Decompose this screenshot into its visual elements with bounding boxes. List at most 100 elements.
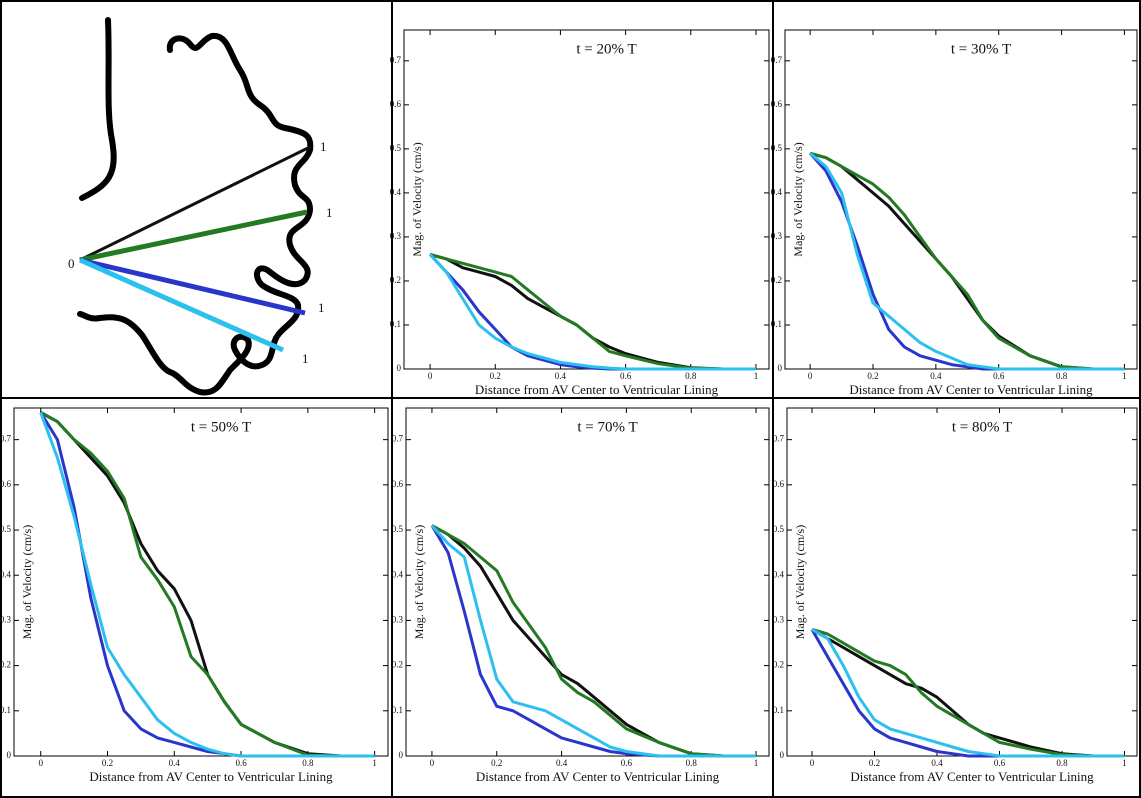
plot-frame: [405, 407, 770, 757]
y-axis-label: Mag. of Velocity (cm/s): [793, 525, 807, 639]
series-line: [808, 152, 1125, 371]
y-tick-label: 0.5: [771, 143, 783, 153]
y-axis-label: Mag. of Velocity (cm/s): [410, 142, 424, 256]
x-tick-label: 0.8: [686, 758, 698, 768]
plot-frame: [403, 29, 770, 370]
plot-frame: [784, 29, 1138, 370]
y-tick-label: 0.5: [390, 143, 402, 153]
x-tick-label: 0.8: [685, 371, 697, 381]
y-tick-label: 0.4: [773, 569, 785, 579]
series-line: [428, 253, 756, 371]
probe-line: [79, 209, 308, 263]
x-tick-label: 0.6: [994, 758, 1006, 768]
y-tick-label: 0.2: [773, 660, 784, 670]
series-line: [810, 628, 1125, 758]
vessel-wall: [79, 17, 117, 201]
x-axis-label: Distance from AV Center to Ventricular L…: [476, 769, 720, 784]
y-axis-label: Mag. of Velocity (cm/s): [412, 525, 426, 639]
x-axis-label: Distance from AV Center to Ventricular L…: [849, 382, 1093, 397]
x-tick-label: 1: [1122, 758, 1127, 768]
y-tick-label: 0.3: [771, 231, 783, 241]
series-line: [809, 151, 1125, 371]
x-tick-label: 0.6: [993, 371, 1005, 381]
y-tick-label: 0.2: [390, 275, 401, 285]
diagram-label: 1: [326, 205, 333, 220]
series-line: [430, 524, 756, 758]
y-tick-label: 0.4: [392, 569, 404, 579]
x-axis-label: Distance from AV Center to Ventricular L…: [475, 382, 719, 397]
y-tick-label: 0.1: [390, 319, 401, 329]
y-tick-label: 0.6: [773, 479, 785, 489]
x-tick-label: 0: [38, 758, 43, 768]
x-axis-label: Distance from AV Center to Ventricular L…: [89, 769, 333, 784]
x-tick-label: 0.4: [930, 371, 942, 381]
y-tick-label: 0.7: [0, 434, 12, 444]
probe-line: [78, 257, 285, 353]
chart-title: t = 20% T: [576, 41, 636, 57]
chart-title: t = 80% T: [952, 419, 1012, 435]
y-tick-label: 0: [397, 363, 402, 373]
y-tick-label: 0.3: [0, 614, 12, 624]
chart-title: t = 50% T: [191, 419, 251, 435]
y-tick-label: 0.1: [773, 705, 784, 715]
x-tick-label: 0.4: [555, 371, 567, 381]
x-tick-label: 0.8: [1056, 758, 1068, 768]
x-tick-label: 0.6: [620, 371, 632, 381]
series-line: [809, 151, 1125, 371]
y-tick-label: 0.4: [771, 187, 783, 197]
x-tick-label: 0.4: [556, 758, 568, 768]
x-tick-label: 1: [1122, 371, 1127, 381]
y-tick-label: 0: [399, 750, 404, 760]
series-line: [429, 253, 756, 371]
x-tick-label: 1: [372, 758, 377, 768]
diagram-label: 1: [302, 351, 309, 366]
y-tick-label: 0.4: [0, 569, 12, 579]
y-tick-label: 0.1: [771, 319, 782, 329]
y-tick-label: 0.4: [390, 187, 402, 197]
x-tick-label: 0.2: [491, 758, 502, 768]
y-tick-label: 0.7: [771, 55, 783, 65]
y-tick-label: 0.2: [392, 660, 403, 670]
y-tick-label: 0.3: [392, 614, 404, 624]
x-tick-label: 0.2: [102, 758, 113, 768]
chart-title: t = 70% T: [577, 419, 637, 435]
y-tick-label: 0.2: [0, 660, 11, 670]
diagram-label: 0: [68, 256, 75, 271]
y-axis-label: Mag. of Velocity (cm/s): [791, 142, 805, 256]
y-axis-label: Mag. of Velocity (cm/s): [20, 525, 34, 639]
probe-line: [79, 257, 306, 316]
ventricle-wall: [77, 32, 314, 396]
diagram-label: 1: [320, 139, 327, 154]
y-tick-label: 0: [778, 363, 783, 373]
plot-frame: [13, 407, 389, 757]
x-tick-label: 1: [754, 371, 759, 381]
x-tick-label: 0.6: [235, 758, 247, 768]
y-tick-label: 0.6: [390, 99, 402, 109]
y-tick-label: 0.7: [390, 55, 402, 65]
series-line: [811, 628, 1125, 758]
y-tick-label: 0.5: [392, 524, 404, 534]
y-tick-label: 0: [7, 750, 12, 760]
x-tick-label: 0.4: [169, 758, 181, 768]
y-tick-label: 0.7: [392, 434, 404, 444]
y-tick-label: 0.6: [0, 479, 12, 489]
probe-line: [79, 145, 311, 262]
chart-title: t = 30% T: [951, 41, 1011, 57]
y-tick-label: 0.7: [773, 434, 785, 444]
x-tick-label: 0.2: [869, 758, 880, 768]
y-tick-label: 0.5: [0, 524, 12, 534]
plot-frame: [786, 407, 1138, 757]
x-tick-label: 0.6: [621, 758, 633, 768]
series-line: [811, 628, 1125, 758]
x-tick-label: 0.8: [1056, 371, 1068, 381]
y-tick-label: 0.5: [773, 524, 785, 534]
y-tick-label: 0.3: [773, 614, 785, 624]
series-line: [431, 524, 756, 758]
y-tick-label: 0.1: [0, 705, 11, 715]
x-tick-label: 0: [810, 758, 815, 768]
x-tick-label: 0.4: [931, 758, 943, 768]
series-line: [430, 524, 756, 758]
y-tick-label: 0.6: [771, 99, 783, 109]
y-tick-label: 0.6: [392, 479, 404, 489]
series-line: [431, 524, 756, 758]
